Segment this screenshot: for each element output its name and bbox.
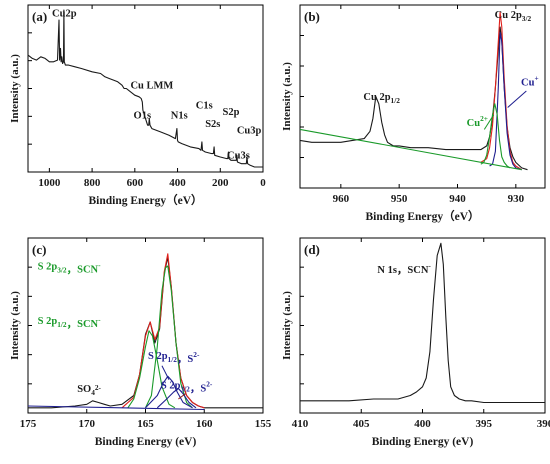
x-tick-label: 1000 (38, 177, 61, 189)
x-axis-label: Binding Energy（eV） (365, 209, 479, 223)
series-line-5 (156, 387, 197, 409)
y-axis-label: Intensity (a.u.) (281, 291, 293, 360)
peak-annotation: Cu+ (521, 74, 539, 89)
panel-label: (b) (304, 9, 320, 24)
series-line-3 (480, 103, 511, 169)
series-line-2 (145, 265, 193, 409)
x-tick-label: 410 (292, 418, 309, 430)
peak-annotation: S 2p1/2，S2- (148, 350, 200, 365)
x-tick-label: 390 (537, 418, 550, 430)
x-axis-label: Binding Energy（eV） (88, 193, 202, 207)
panel-label: (d) (304, 242, 320, 257)
panel-d: (d) 410 405 400 395 390 Binding Energy (eV) Int… (281, 237, 550, 448)
series-line-3 (127, 330, 176, 409)
y-axis-label: Intensity (a.u.) (9, 291, 21, 360)
y-axis-label: Intensity (a.u.) (281, 62, 293, 131)
panel-a: (a) 1000 800 600 400 200 0 Binding Energy（eV） In… (9, 4, 266, 207)
x-tick-label: 170 (79, 418, 96, 430)
panel-label: (a) (32, 9, 47, 24)
peak-annotation: SO42- (77, 383, 101, 397)
peak-annotation: O1s (134, 111, 152, 122)
series-line-1 (480, 11, 522, 171)
panel-c: (c) 175 170 165 160 155 Binding Energy (eV) Int… (9, 237, 272, 448)
series-line-0 (300, 242, 545, 404)
series-line-2 (489, 31, 522, 171)
s2-threehalf-arrow (178, 393, 186, 400)
cu2-plus-arrow (483, 114, 495, 130)
panel-b: (b) 960 950 940 930 Binding Energy（eV） Intensi… (281, 4, 546, 223)
x-tick-label: 940 (449, 193, 466, 205)
x-tick-label: 400 (414, 418, 431, 430)
x-tick-label: 960 (333, 193, 350, 205)
x-tick-label: 175 (20, 418, 37, 430)
peak-annotation: S 2p3/2，SCN- (38, 261, 101, 276)
peak-annotation: Cu3p (237, 126, 262, 137)
x-tick-label: 950 (391, 193, 408, 205)
x-tick-label: 160 (196, 418, 213, 430)
x-tick-label: 405 (353, 418, 370, 430)
peak-annotation: S 2p3/2，S2- (161, 380, 213, 395)
peak-annotation: Cu 2p3/2 (495, 10, 532, 23)
x-tick-label: 0 (260, 177, 266, 189)
series-line-0 (299, 26, 528, 171)
x-tick-label: 930 (508, 193, 525, 205)
x-axis-label: Binding Energy (eV) (95, 436, 197, 448)
cu-plus-arrow (507, 90, 527, 108)
y-axis-label: Intensity (a.u.) (9, 54, 21, 123)
peak-annotation: Cu LMM (130, 81, 173, 92)
x-tick-label: 800 (84, 177, 101, 189)
series-line-0 (27, 9, 263, 168)
x-tick-label: 395 (476, 418, 493, 430)
series-line-1 (121, 253, 205, 409)
peak-annotation: Cu2p (52, 9, 77, 20)
peak-annotation: Cu3s (227, 151, 250, 162)
x-axis-label: Binding Energy (eV) (372, 436, 474, 448)
peak-annotation: N 1s，SCN- (377, 261, 431, 276)
s2-half-arrow (161, 365, 170, 380)
peak-annotation: Cu 2p1/2 (363, 92, 400, 105)
series-line-0 (28, 256, 263, 409)
plot-frame (299, 4, 546, 189)
x-tick-label: 155 (255, 418, 272, 430)
series-line-6 (27, 405, 205, 411)
x-tick-label: 600 (127, 177, 144, 189)
peak-annotation: S2s (205, 119, 220, 130)
peak-annotation: Cu2+ (467, 114, 488, 129)
x-tick-label: 200 (212, 177, 229, 189)
peak-annotation: N1s (171, 111, 188, 122)
peak-annotation: S 2p1/2，SCN- (38, 315, 101, 330)
peak-annotation: C1s (196, 101, 213, 112)
x-tick-label: 165 (137, 418, 154, 430)
series-line-4 (145, 375, 193, 409)
peak-annotation: S2p (222, 107, 239, 118)
panel-label: (c) (32, 242, 46, 257)
x-tick-label: 400 (169, 177, 186, 189)
series-line-4 (299, 128, 522, 171)
